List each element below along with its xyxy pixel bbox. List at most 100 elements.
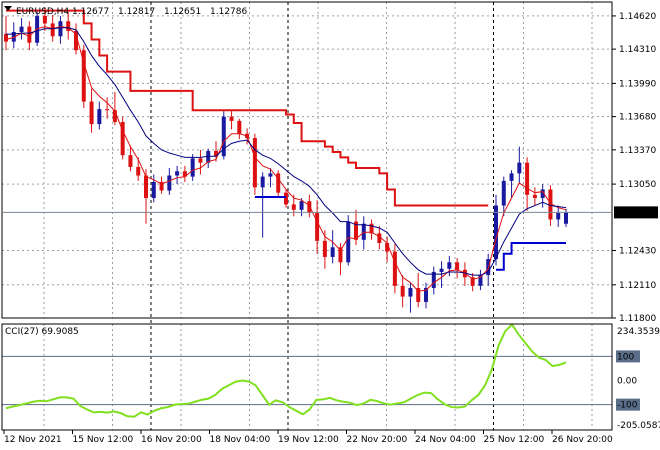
bear-candle <box>470 273 475 292</box>
bear-candle <box>182 165 187 182</box>
candle-body <box>19 26 24 32</box>
price-tick-label: 1.13680 <box>619 113 656 123</box>
candle-body <box>182 171 187 177</box>
price-overlays <box>5 9 567 292</box>
candle-body <box>455 262 460 270</box>
candle-body <box>346 221 351 263</box>
moving-average-line <box>6 27 567 276</box>
candle-body <box>494 205 498 260</box>
candle-body <box>408 288 413 297</box>
candle-body <box>377 233 382 244</box>
candle-body <box>260 176 265 188</box>
time-tick-label: 18 Nov 04:00 <box>210 435 271 445</box>
bull-candle <box>424 282 428 309</box>
bear-candle <box>525 157 530 211</box>
candle-body <box>291 204 296 210</box>
candle-body <box>330 247 335 257</box>
candle-body <box>229 116 234 121</box>
candle-body <box>556 213 561 220</box>
bear-candle <box>112 91 117 126</box>
symbol-label: EURUSD,H4 <box>16 7 69 17</box>
time-tick-label: 24 Nov 04:00 <box>415 435 476 445</box>
bull-candle <box>190 154 195 181</box>
cci-tick-label: 234.3539 <box>617 327 660 337</box>
price-tick-label: 1.13050 <box>619 180 656 190</box>
candle-body <box>532 194 537 199</box>
cci-line <box>5 323 567 418</box>
bull-candle <box>439 261 444 289</box>
candle-body <box>424 288 428 302</box>
candle-body <box>276 173 281 193</box>
bull-candle <box>509 170 514 199</box>
bull-candle <box>556 205 561 227</box>
candle-body <box>190 158 195 177</box>
cci-tick-label: 0.00 <box>617 377 637 387</box>
bull-candle <box>408 282 413 313</box>
bull-candle <box>206 148 211 169</box>
bull-candle <box>494 194 498 266</box>
cci-level-box <box>616 398 640 411</box>
candle-body <box>564 211 568 224</box>
bull-candle <box>58 15 63 44</box>
bear-candle <box>392 244 397 294</box>
time-tick-label: 25 Nov 12:00 <box>484 435 545 445</box>
bear-candle <box>105 97 110 119</box>
low-value: 1.12651 <box>164 7 201 17</box>
candle-body <box>447 262 452 269</box>
bear-candle <box>276 170 281 196</box>
candle-body <box>167 175 172 191</box>
candle-body <box>385 243 390 252</box>
candle-body <box>66 21 71 31</box>
collapse-triangle-icon[interactable] <box>4 6 12 11</box>
candle-body <box>369 223 374 234</box>
open-value: 1.12677 <box>72 7 109 17</box>
bull-candle <box>564 208 568 227</box>
bull-candle <box>447 255 452 277</box>
bull-candle <box>540 184 545 208</box>
candle-body <box>416 288 421 302</box>
time-tick-label: 16 Nov 20:00 <box>141 435 202 445</box>
candle-body <box>74 30 78 51</box>
cci-tick-label: 100 <box>617 352 634 362</box>
bear-candle <box>120 116 125 160</box>
bull-candle <box>299 198 304 217</box>
candle-body <box>89 101 94 125</box>
bear-candle <box>252 133 257 195</box>
candle-body <box>338 247 343 263</box>
bear-candle <box>338 243 343 276</box>
price-tick-label: 1.14310 <box>619 45 656 55</box>
bull-candle <box>260 172 265 238</box>
candle-body <box>4 34 8 42</box>
bull-candle <box>268 168 273 188</box>
bear-candle <box>50 14 55 42</box>
bear-candle <box>4 15 8 51</box>
time-tick-label: 19 Nov 12:00 <box>278 435 339 445</box>
cci-level-box <box>616 350 640 363</box>
candle-body <box>27 26 32 43</box>
time-tick-label: 22 Nov 20:00 <box>347 435 408 445</box>
candle-body <box>525 162 530 195</box>
bear-candle <box>532 187 537 206</box>
bull-candle <box>221 111 226 160</box>
time-tick-label: 15 Nov 12:00 <box>73 435 134 445</box>
candle-body <box>299 201 304 210</box>
bear-candle <box>81 44 86 109</box>
candle-body <box>159 181 164 191</box>
candle-body <box>237 120 242 134</box>
cci-tick-label: -205.0587 <box>617 421 660 431</box>
candle-body <box>42 15 47 24</box>
candle-body <box>128 155 133 167</box>
candle-body <box>439 268 444 272</box>
candle-body <box>268 173 273 177</box>
bull-candle <box>478 269 483 291</box>
candle-body <box>322 240 327 257</box>
bear-candle <box>315 200 320 254</box>
candle-body <box>431 271 436 289</box>
chart-frame <box>1 1 613 431</box>
price-tick-label: 1.13370 <box>619 146 656 156</box>
moving-average-line <box>5 26 567 292</box>
bull-candle <box>517 146 522 185</box>
bear-candle <box>74 23 78 55</box>
trailing-stop-line <box>254 195 566 271</box>
